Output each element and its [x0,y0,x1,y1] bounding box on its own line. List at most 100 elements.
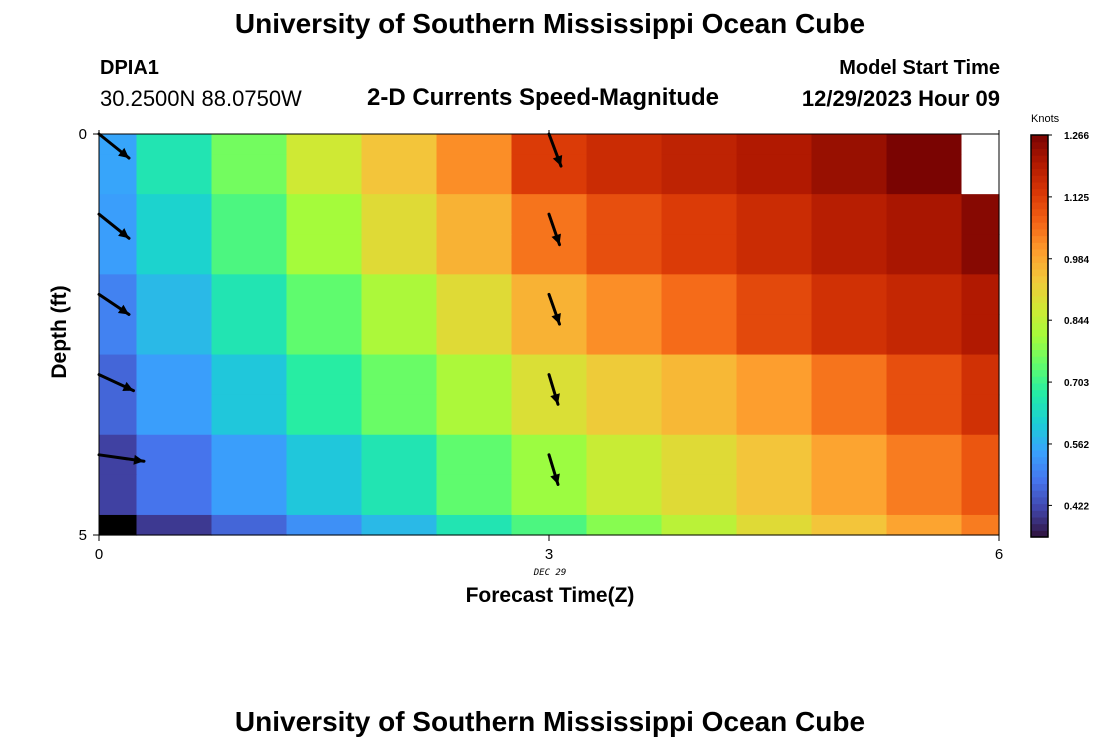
heatmap-cell [99,274,138,316]
heatmap-cell [811,274,888,316]
heatmap-cell [211,354,288,396]
footer-title: University of Southern Mississippi Ocean… [234,706,866,737]
heatmap-cell [736,474,813,516]
colorbar-segment [1031,141,1048,149]
heatmap-cell [286,434,363,476]
colorbar-segment [1031,161,1048,170]
heatmap-cell [136,434,213,476]
heatmap-cell [136,154,213,195]
heatmap-cell [961,154,1000,195]
colorbar-segment [1031,503,1048,511]
colorbar-units: Knots [1031,113,1060,125]
model-start-value: 12/29/2023 Hour 09 [801,86,1000,111]
heatmap-cell [361,474,438,516]
colorbar-segment [1031,376,1048,384]
heatmap-cell [661,314,738,356]
colorbar-segment [1031,248,1048,257]
page-title: University of Southern Mississippi Ocean… [234,8,866,39]
heatmap-cell [886,234,963,275]
heatmap-cell [886,154,963,195]
colorbar-segment [1031,470,1048,478]
heatmap-cell [361,434,438,476]
heatmap-cell [511,394,588,436]
colorbar-segment [1031,228,1048,237]
colorbar-segment [1031,356,1048,364]
current-vector-head [117,304,129,315]
heatmap-cell [811,474,888,516]
heatmap-cell [736,274,813,316]
heatmap-cell [736,154,813,195]
heatmap-cell [211,194,288,235]
x-tick-label: 6 [995,546,1003,563]
heatmap-cell [586,134,663,155]
y-tick-label: 0 [79,126,87,143]
colorbar-segment [1031,242,1048,250]
heatmap-cell [511,234,588,275]
colorbar-segment [1031,389,1048,397]
current-vector-head [551,312,561,325]
colorbar-segment [1031,289,1048,297]
station-id: DPIA1 [100,57,159,79]
heatmap-cell [361,394,438,436]
heatmap-cell [586,434,663,476]
heatmap-cell [361,194,438,235]
heatmap-cell [886,434,963,476]
heatmap-cell [361,314,438,356]
colorbar-segment [1031,463,1048,471]
current-vector-head [550,473,560,485]
heatmap-cell [961,234,1000,275]
heatmap-cell [211,514,288,536]
colorbar-tick-label: 0.562 [1064,440,1089,451]
colorbar-segment [1031,168,1048,176]
heatmap-cell [811,514,888,536]
x-date-label: DEC 29 [533,568,567,578]
heatmap-cell [511,134,588,155]
heatmap-cell [661,234,738,275]
colorbar-segment [1031,215,1048,223]
heatmap-cell [436,354,513,396]
heatmap-cell [736,314,813,356]
colorbar-segment [1031,342,1048,350]
heatmap-cell [586,314,663,356]
heatmap-cell [586,474,663,516]
colorbar-segment [1031,510,1048,518]
heatmap-cell [136,354,213,396]
heatmap-cell [361,354,438,396]
heatmap-cell [136,274,213,316]
heatmap-cell [286,274,363,316]
heatmap-cell [286,194,363,235]
heatmap-cell [99,474,138,516]
heatmap-cell [436,394,513,436]
current-vector-head [122,381,134,391]
heatmap-cell [136,394,213,436]
heatmap-cell [286,234,363,275]
chart-subtitle: 2-D Currents Speed-Magnitude [367,84,720,111]
colorbar-segment [1031,315,1048,324]
heatmap-cell [436,134,513,155]
heatmap-cell [586,234,663,275]
heatmap-cell [361,154,438,195]
heatmap-cell [736,234,813,275]
heatmap-cell [436,274,513,316]
colorbar-tick-label: 0.984 [1064,255,1089,266]
colorbar-segment [1031,523,1048,531]
x-tick-label: 3 [545,546,553,563]
heatmap-cell [886,194,963,235]
colorbar-segment [1031,423,1048,431]
heatmap-cell [99,154,138,195]
heatmap-cell [436,514,513,536]
heatmap-cell [961,434,1000,476]
colorbar-segment [1031,409,1048,417]
colorbar-segment [1031,403,1048,411]
current-vector-head [551,233,561,245]
colorbar-segment [1031,496,1048,505]
heatmap-cell [811,354,888,396]
heatmap-cell [886,474,963,516]
heatmap-cell [661,474,738,516]
heatmap-cell [886,354,963,396]
heatmap-cell [961,134,1000,155]
colorbar-segment [1031,235,1048,243]
x-axis-title: Forecast Time(Z) [465,584,635,607]
heatmap-cell [286,514,363,536]
